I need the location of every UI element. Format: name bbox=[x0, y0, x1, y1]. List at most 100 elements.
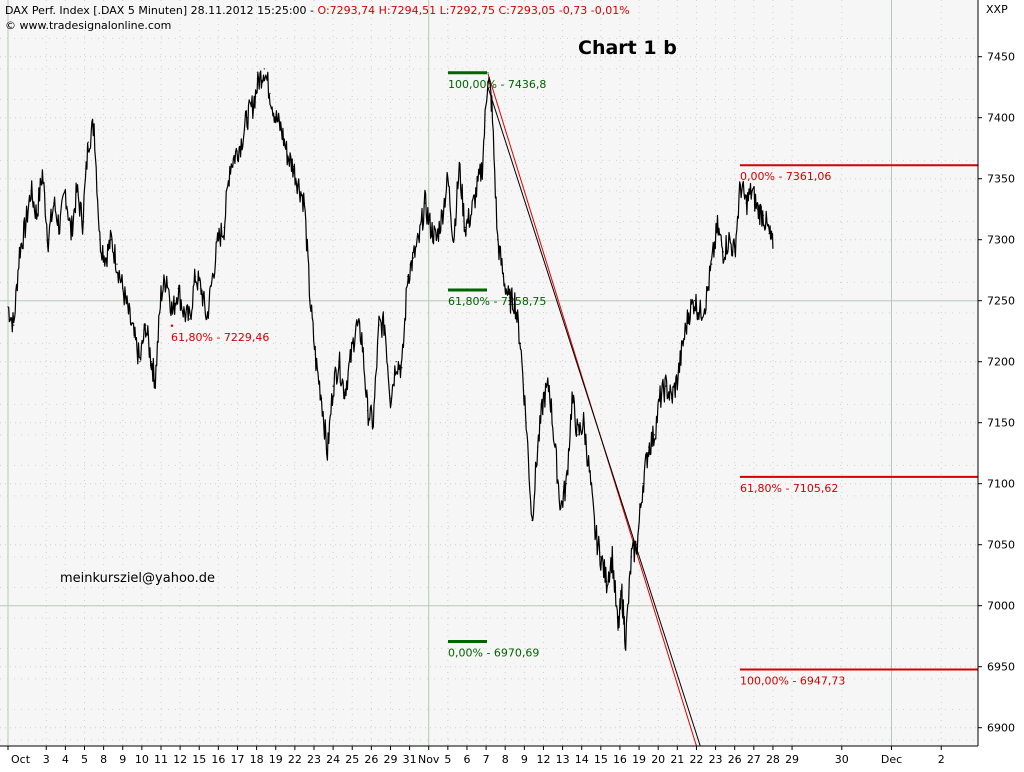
x-tick-label: 4 bbox=[62, 753, 69, 766]
price-point bbox=[762, 214, 764, 216]
price-point bbox=[99, 239, 101, 241]
price-point bbox=[734, 251, 736, 253]
fibonacci-levels: 61,80% - 7229,46 100,00% - 7436,8 61,80% -… bbox=[170, 71, 978, 687]
price-point bbox=[321, 397, 323, 399]
price-point bbox=[389, 397, 392, 399]
price-point bbox=[154, 379, 156, 381]
price-point bbox=[395, 361, 397, 363]
price-point bbox=[768, 233, 770, 235]
x-tick-label: 27 bbox=[747, 753, 761, 766]
price-point bbox=[332, 385, 334, 387]
price-point bbox=[41, 172, 44, 174]
price-point bbox=[676, 379, 678, 381]
x-tick-label: 26 bbox=[364, 753, 378, 766]
price-point bbox=[665, 385, 667, 387]
x-tick-label: 26 bbox=[728, 753, 742, 766]
header-line: DAX Perf. Index [.DAX 5 Minuten] 28.11.2… bbox=[5, 4, 630, 17]
price-point bbox=[571, 397, 573, 399]
price-point bbox=[47, 239, 49, 241]
price-point bbox=[424, 202, 426, 204]
x-tick-label: 24 bbox=[326, 753, 340, 766]
price-point bbox=[18, 251, 21, 253]
price-point bbox=[252, 104, 254, 107]
fib-label-right-100: 100,00% - 6947,73 bbox=[740, 674, 845, 687]
price-point bbox=[338, 361, 340, 363]
price-point bbox=[372, 422, 374, 424]
y-tick-label: 7300 bbox=[987, 234, 1015, 247]
chart-title: Chart 1 b bbox=[578, 37, 677, 59]
price-point bbox=[458, 165, 460, 168]
price-point bbox=[594, 531, 596, 534]
x-tick-label: 17 bbox=[230, 753, 244, 766]
price-point bbox=[670, 397, 673, 399]
x-tick-label: 5 bbox=[81, 753, 88, 766]
price-point bbox=[554, 446, 556, 448]
x-tick-label: 11 bbox=[154, 753, 168, 766]
price-point bbox=[600, 556, 602, 558]
price-point bbox=[542, 397, 545, 399]
price-point bbox=[621, 592, 623, 595]
y-tick-label: 7400 bbox=[987, 112, 1015, 125]
price-point bbox=[257, 80, 260, 82]
price-point bbox=[452, 239, 455, 241]
price-point bbox=[693, 300, 696, 302]
x-tick-label: 15 bbox=[192, 753, 206, 766]
price-point bbox=[412, 257, 415, 259]
price-point bbox=[30, 190, 32, 192]
price-point bbox=[682, 342, 684, 344]
x-tick-label: 29 bbox=[785, 753, 799, 766]
price-point bbox=[625, 640, 627, 643]
price-point bbox=[13, 324, 15, 326]
price-point bbox=[349, 361, 351, 363]
copyright-label: © www.tradesignalonline.com bbox=[5, 19, 171, 32]
y-tick-label: 7000 bbox=[987, 600, 1015, 613]
x-tick-label: 19 bbox=[269, 753, 283, 766]
price-point bbox=[366, 409, 369, 412]
price-point bbox=[464, 226, 466, 229]
price-line bbox=[7, 70, 774, 651]
price-point bbox=[705, 300, 707, 302]
price-point bbox=[183, 312, 185, 314]
x-tick-label: 12 bbox=[173, 753, 187, 766]
price-point bbox=[496, 239, 499, 241]
fib-label-mid-618: 61,80% - 7258,75 bbox=[448, 295, 546, 308]
price-point bbox=[280, 129, 283, 131]
ohlc-values: O:7293,74 H:7294,51 L:7292,75 C:7293,05 … bbox=[318, 4, 630, 17]
price-point bbox=[384, 324, 386, 326]
price-point bbox=[577, 434, 579, 436]
price-point bbox=[343, 391, 346, 393]
price-point bbox=[722, 251, 724, 253]
price-point bbox=[189, 318, 191, 320]
fib-marker-left-618 bbox=[170, 324, 174, 327]
x-tick-label: 16 bbox=[211, 753, 225, 766]
x-tick-label: 8 bbox=[502, 753, 509, 766]
fib-label-right-618: 61,80% - 7105,62 bbox=[740, 482, 838, 495]
trendlines bbox=[487, 73, 701, 747]
price-point bbox=[223, 226, 225, 229]
price-point bbox=[127, 312, 130, 314]
fib-label-mid-0: 0,00% - 6970,69 bbox=[448, 646, 539, 659]
price-point bbox=[378, 324, 380, 326]
instrument-label: DAX Perf. Index [.DAX 5 Minuten] 28.11.2… bbox=[5, 4, 318, 17]
price-point bbox=[303, 202, 306, 204]
y-tick-label: 6900 bbox=[987, 722, 1015, 735]
price-point bbox=[217, 239, 219, 241]
price-point bbox=[418, 239, 420, 241]
x-tick-label: 21 bbox=[670, 753, 684, 766]
price-point bbox=[87, 141, 89, 143]
price-point bbox=[24, 226, 26, 229]
price-point bbox=[401, 367, 403, 369]
price-point bbox=[76, 190, 78, 192]
price-point bbox=[194, 275, 197, 277]
x-tick-label: 12 bbox=[536, 753, 550, 766]
price-point bbox=[636, 544, 638, 546]
y-tick-label: 7150 bbox=[987, 417, 1015, 430]
x-tick-label: 22 bbox=[689, 753, 703, 766]
price-point bbox=[177, 287, 179, 290]
price-point bbox=[711, 263, 713, 265]
x-tick-label: 15 bbox=[594, 753, 608, 766]
price-point bbox=[560, 507, 562, 509]
price-point bbox=[565, 483, 568, 485]
price-point bbox=[470, 214, 472, 216]
